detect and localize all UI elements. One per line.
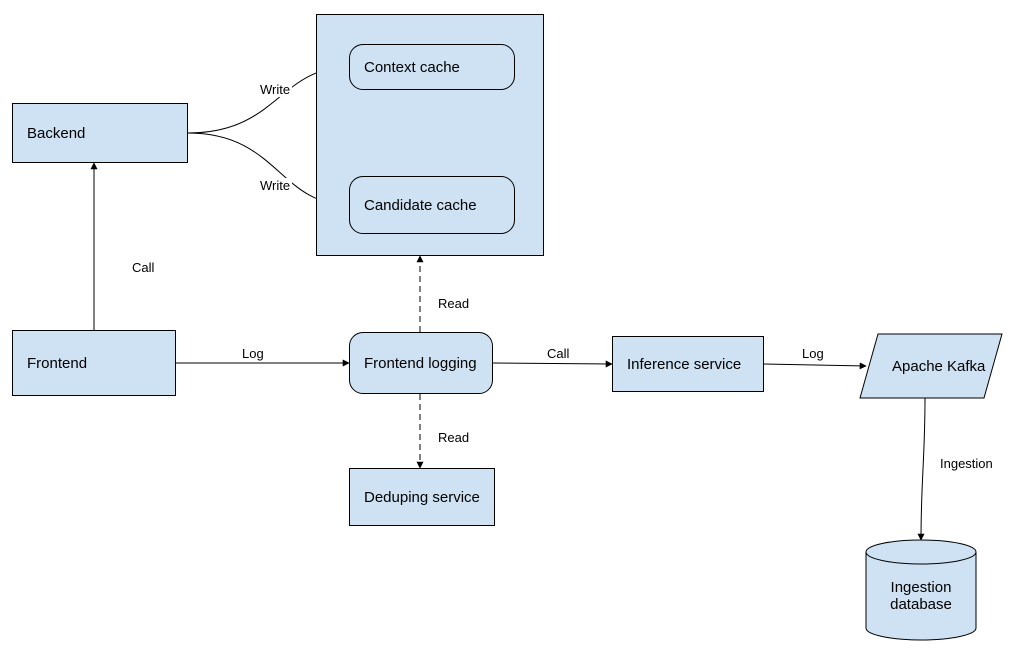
edge-label-frontend_logging-cache_container: Read [436, 296, 471, 311]
node-deduping: Deduping service [349, 468, 495, 526]
node-frontend_logging: Frontend logging [349, 332, 493, 394]
edge-label-frontend-backend: Call [130, 260, 156, 275]
edge-label-frontend_logging-inference: Call [545, 346, 571, 361]
edge-kafka-ingestion_db [921, 398, 925, 540]
edge-frontend_logging-inference [493, 363, 612, 364]
node-kafka-label: Apache Kafka [878, 334, 1002, 398]
edge-label-backend-context_cache: Write [258, 82, 292, 97]
node-frontend: Frontend [12, 330, 176, 396]
edge-inference-kafka [764, 364, 866, 366]
node-ingestion_db-label: Ingestion database [866, 558, 976, 634]
edge-label-kafka-ingestion_db: Ingestion [938, 456, 995, 471]
node-inference: Inference service [612, 336, 764, 392]
edge-label-inference-kafka: Log [800, 346, 826, 361]
edge-label-backend-candidate_cache: Write [258, 178, 292, 193]
node-candidate_cache: Candidate cache [349, 176, 515, 234]
edge-label-frontend-frontend_logging: Log [240, 346, 266, 361]
edge-label-frontend_logging-deduping: Read [436, 430, 471, 445]
node-context_cache: Context cache [349, 44, 515, 90]
node-backend: Backend [12, 103, 188, 163]
